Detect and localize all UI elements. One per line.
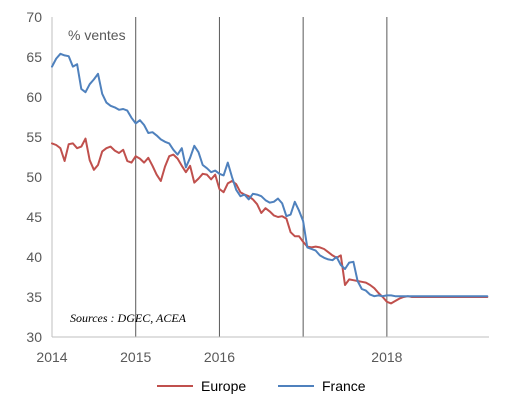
y-tick-label: 55: [26, 129, 42, 145]
axes: 30 35 40 45 50 55 60 65 70 2014 2015 2016 2018: [26, 9, 489, 365]
x-tick-label: 2014: [36, 349, 67, 365]
legend-label: France: [322, 378, 366, 394]
y-tick-label: 40: [26, 249, 42, 265]
legend: Europe France: [157, 378, 366, 394]
y-tick-label: 65: [26, 49, 42, 65]
y-tick-label: 70: [26, 9, 42, 25]
series-line-europe: [51, 137, 489, 305]
y-tick-label: 50: [26, 169, 42, 185]
y-tick-label: 60: [26, 89, 42, 105]
x-tick-label: 2016: [204, 349, 235, 365]
x-tick-label: 2018: [371, 349, 402, 365]
legend-item-europe: Europe: [157, 378, 246, 394]
y-tick-label: 30: [26, 329, 42, 345]
series-lines: [51, 52, 489, 305]
y-tick-label: 45: [26, 209, 42, 225]
y-tick-label: 35: [26, 289, 42, 305]
legend-item-france: France: [278, 378, 366, 394]
vertical-gridlines: [135, 17, 388, 337]
x-tick-label: 2015: [120, 349, 151, 365]
series-line-france: [51, 52, 489, 298]
source-annotation: Sources : DGEC, ACEA: [70, 311, 187, 325]
unit-label: % ventes: [68, 27, 126, 43]
legend-label: Europe: [201, 378, 246, 394]
